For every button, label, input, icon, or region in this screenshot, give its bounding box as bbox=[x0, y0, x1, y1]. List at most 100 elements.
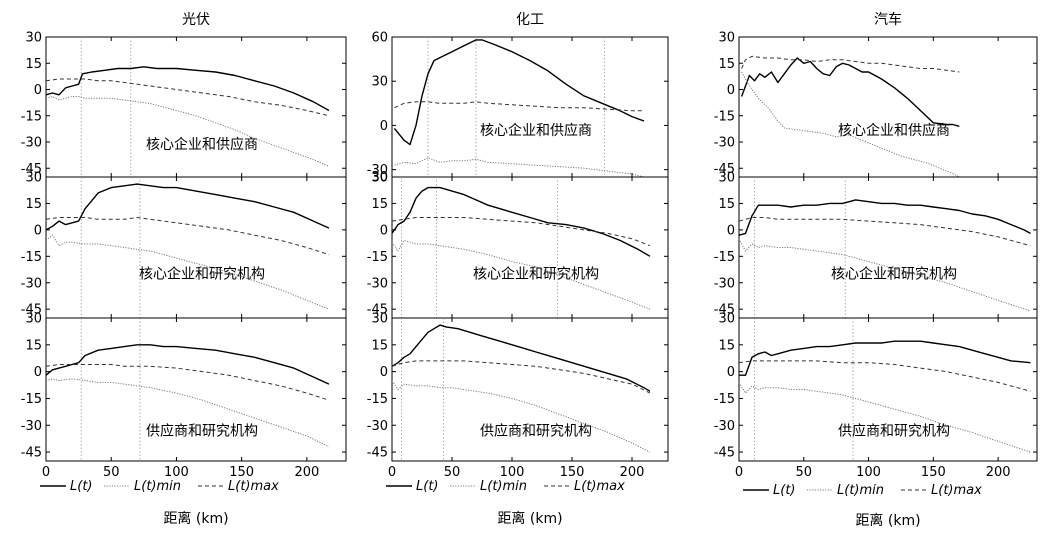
x-axis-label: 距离 (km) bbox=[163, 510, 228, 527]
panel-frame bbox=[45, 36, 347, 178]
y-tick-label: 0 bbox=[34, 365, 42, 380]
y-tick-label: 15 bbox=[25, 197, 42, 212]
x-axis-label: 距离 (km) bbox=[497, 510, 562, 527]
x-tick-label: 200 bbox=[620, 465, 645, 480]
y-tick-label: 30 bbox=[25, 31, 42, 46]
series-line bbox=[45, 78, 330, 117]
y-tick-label: 30 bbox=[718, 312, 735, 327]
y-tick-label: -15 bbox=[367, 250, 388, 265]
panel-label: 供应商和研究机构 bbox=[838, 422, 950, 439]
series-line bbox=[391, 360, 651, 394]
x-tick-label: 150 bbox=[560, 465, 585, 480]
x-tick-label: 100 bbox=[856, 465, 881, 480]
x-axis-label: 距离 (km) bbox=[855, 512, 920, 529]
y-tick-label: 0 bbox=[380, 223, 388, 238]
panel-frame bbox=[738, 317, 1038, 462]
legend-化工: L(t) L(t)min L(t)max bbox=[386, 479, 625, 494]
y-tick-label: -30 bbox=[714, 419, 735, 434]
x-tick-label: 150 bbox=[229, 465, 254, 480]
x-tick-label: 100 bbox=[500, 465, 525, 480]
y-tick-label: 15 bbox=[718, 338, 735, 353]
x-tick-label: 200 bbox=[986, 465, 1011, 480]
panel-frame bbox=[391, 176, 669, 319]
series-line bbox=[45, 234, 330, 310]
series-line bbox=[738, 238, 1031, 312]
x-tick-label: 0 bbox=[735, 465, 743, 480]
y-tick-label: 15 bbox=[371, 338, 388, 353]
y-tick-label: -15 bbox=[21, 250, 42, 265]
panel-光伏-1: 30 15 0 -15 -30 -45 核心企业和供应商 bbox=[21, 31, 347, 178]
legend-label: L(t)max bbox=[931, 483, 982, 498]
y-tick-label: 15 bbox=[25, 57, 42, 72]
panel-label: 核心企业和研究机构 bbox=[473, 266, 599, 283]
series-line bbox=[738, 360, 1031, 392]
x-axis-labels: 距离 (km) 距离 (km) 距离 (km) bbox=[163, 510, 920, 529]
y-tick-label: -15 bbox=[714, 250, 735, 265]
series-line bbox=[391, 324, 651, 392]
legends: L(t) L(t)min L(t)max L(t) L(t)min L(t)max L(t)… bbox=[40, 479, 982, 498]
panel-label: 核心企业和供应商 bbox=[838, 122, 950, 139]
panel-label: 核心企业和供应商 bbox=[480, 122, 592, 139]
x-tick-label: 200 bbox=[294, 465, 319, 480]
series-line bbox=[739, 340, 1031, 376]
y-tick-label: -30 bbox=[367, 419, 388, 434]
y-tick-label: -45 bbox=[714, 446, 735, 461]
y-tick-label: 30 bbox=[371, 170, 388, 185]
y-tick-label: -30 bbox=[21, 136, 42, 151]
legend-label: L(t)min bbox=[837, 483, 884, 498]
y-tick-label: 30 bbox=[371, 312, 388, 327]
y-tick-label: 15 bbox=[718, 57, 735, 72]
column-titles: 光伏 化工 汽车 bbox=[182, 11, 902, 28]
x-tick-label: 50 bbox=[796, 465, 813, 480]
x-tick-label: 100 bbox=[164, 465, 189, 480]
legend-label: L(t)max bbox=[574, 479, 625, 494]
panel-光伏-2: 30 15 0 -15 -30 -45 核心企业和研究机构 bbox=[21, 171, 347, 319]
y-tick-label: 30 bbox=[371, 171, 388, 186]
y-tick-label: 30 bbox=[371, 75, 388, 90]
y-tick-label: -15 bbox=[714, 392, 735, 407]
series-line bbox=[45, 96, 330, 167]
panel-frame bbox=[738, 36, 1038, 178]
legend-label: L(t)min bbox=[480, 479, 527, 494]
legend-汽车: L(t) L(t)min L(t)max bbox=[743, 483, 982, 498]
y-tick-label: 60 bbox=[371, 31, 388, 46]
panel-label: 供应商和研究机构 bbox=[480, 422, 592, 439]
series-line bbox=[394, 101, 644, 112]
y-tick-label: 15 bbox=[25, 338, 42, 353]
y-tick-label: -30 bbox=[714, 276, 735, 291]
y-tick-label: -30 bbox=[21, 419, 42, 434]
y-tick-label: 30 bbox=[718, 171, 735, 186]
y-tick-label: 0 bbox=[727, 365, 735, 380]
series-line bbox=[394, 157, 645, 178]
series-line bbox=[391, 239, 651, 310]
panel-label: 供应商和研究机构 bbox=[146, 422, 258, 439]
y-tick-label: -15 bbox=[714, 109, 735, 124]
series-line bbox=[45, 344, 330, 385]
y-tick-label: 0 bbox=[34, 83, 42, 98]
series-line bbox=[45, 364, 330, 401]
series-line bbox=[738, 199, 1031, 236]
panel-label: 核心企业和供应商 bbox=[146, 136, 258, 153]
legend-光伏: L(t) L(t)min L(t)max bbox=[40, 479, 279, 494]
y-tick-label: -45 bbox=[21, 303, 42, 318]
panel-label: 核心企业和研究机构 bbox=[831, 266, 957, 283]
legend-label: L(t) bbox=[416, 479, 438, 494]
y-tick-label: 15 bbox=[718, 197, 735, 212]
column-title: 化工 bbox=[516, 12, 544, 28]
panel-汽车-1: 30 15 0 -15 -30 -45 核心企业和供应商 bbox=[714, 31, 1038, 178]
series-line bbox=[393, 39, 645, 146]
y-tick-label: -15 bbox=[21, 109, 42, 124]
panels: 30150-15-30-45核心企业和供应商30150-15-30-45核心企业… bbox=[21, 31, 1038, 480]
panel-化工-2: 30 15 0 -15 -30 -45 核心企业和研究机构 bbox=[367, 171, 669, 319]
y-tick-label: -30 bbox=[367, 276, 388, 291]
y-tick-label: -45 bbox=[714, 303, 735, 318]
panel-label: 核心企业和研究机构 bbox=[139, 266, 265, 283]
column-title: 汽车 bbox=[874, 11, 902, 28]
legend-label: L(t) bbox=[70, 479, 92, 494]
x-tick-label: 0 bbox=[42, 465, 50, 480]
series-line bbox=[738, 382, 1031, 453]
series-line bbox=[391, 380, 651, 453]
